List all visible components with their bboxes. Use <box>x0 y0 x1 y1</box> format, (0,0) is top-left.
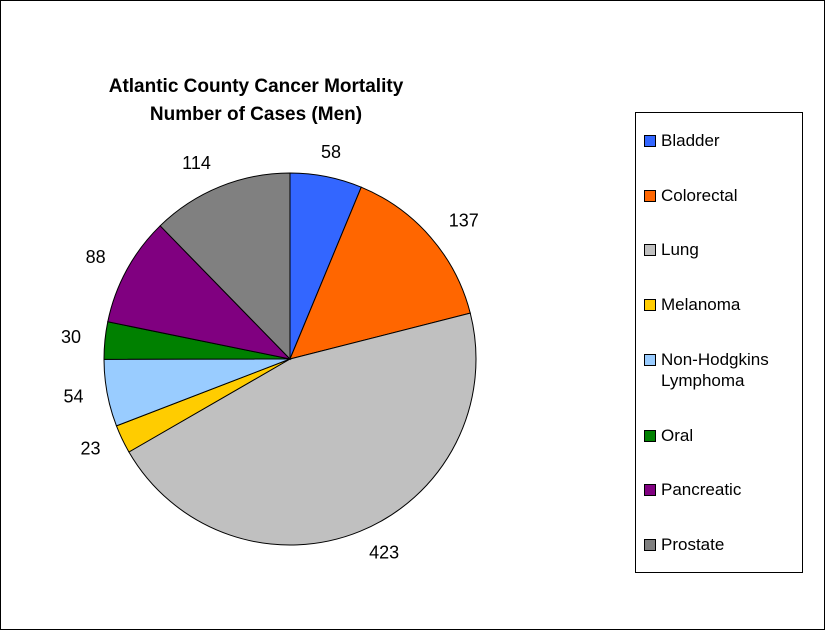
legend-swatch <box>644 429 656 442</box>
data-label: 23 <box>80 438 100 458</box>
data-label: 114 <box>182 153 211 173</box>
data-label: 137 <box>449 210 479 230</box>
legend-label: Non-Hodgkins Lymphoma <box>661 349 769 390</box>
legend-swatch <box>644 353 656 366</box>
data-label: 88 <box>86 247 106 267</box>
pie-slice <box>128 312 477 546</box>
legend-item: Oral <box>644 425 796 446</box>
legend-item: Prostate <box>644 534 796 555</box>
chart-subtitle: Number of Cases (Men) <box>150 104 362 125</box>
pie-slice <box>159 172 291 361</box>
legend-label: Melanoma <box>661 295 741 315</box>
legend-swatch <box>644 244 656 257</box>
legend-label: Prostate <box>661 535 725 555</box>
chart-title: Atlantic County Cancer Mortality <box>109 76 404 97</box>
data-label: 30 <box>61 327 81 347</box>
legend-label: Colorectal <box>661 185 738 205</box>
legend-label: Pancreatic <box>661 480 742 500</box>
legend-label: Lung <box>661 240 699 260</box>
data-label: 58 <box>321 142 341 162</box>
legend-swatch <box>644 539 656 552</box>
data-label: 423 <box>369 542 399 562</box>
pie-slice <box>289 186 471 360</box>
legend-item: Pancreatic <box>644 479 796 500</box>
legend-swatch <box>644 189 656 202</box>
legend-item: Bladder <box>644 130 796 151</box>
pie-slice <box>107 225 292 360</box>
legend-item: Non-Hodgkins Lymphoma <box>644 349 796 391</box>
legend-swatch <box>644 484 656 497</box>
legend-label: Bladder <box>661 130 720 150</box>
legend-item: Melanoma <box>644 294 796 315</box>
legend: Bladder Colorectal Lung Melanoma Non-Hodgkin… <box>635 112 803 573</box>
legend-label: Oral <box>661 425 694 445</box>
legend-item: Lung <box>644 239 796 260</box>
legend-swatch <box>644 299 656 312</box>
legend-swatch <box>644 134 656 147</box>
legend-item: Colorectal <box>644 185 796 206</box>
data-label: 54 <box>64 386 84 406</box>
